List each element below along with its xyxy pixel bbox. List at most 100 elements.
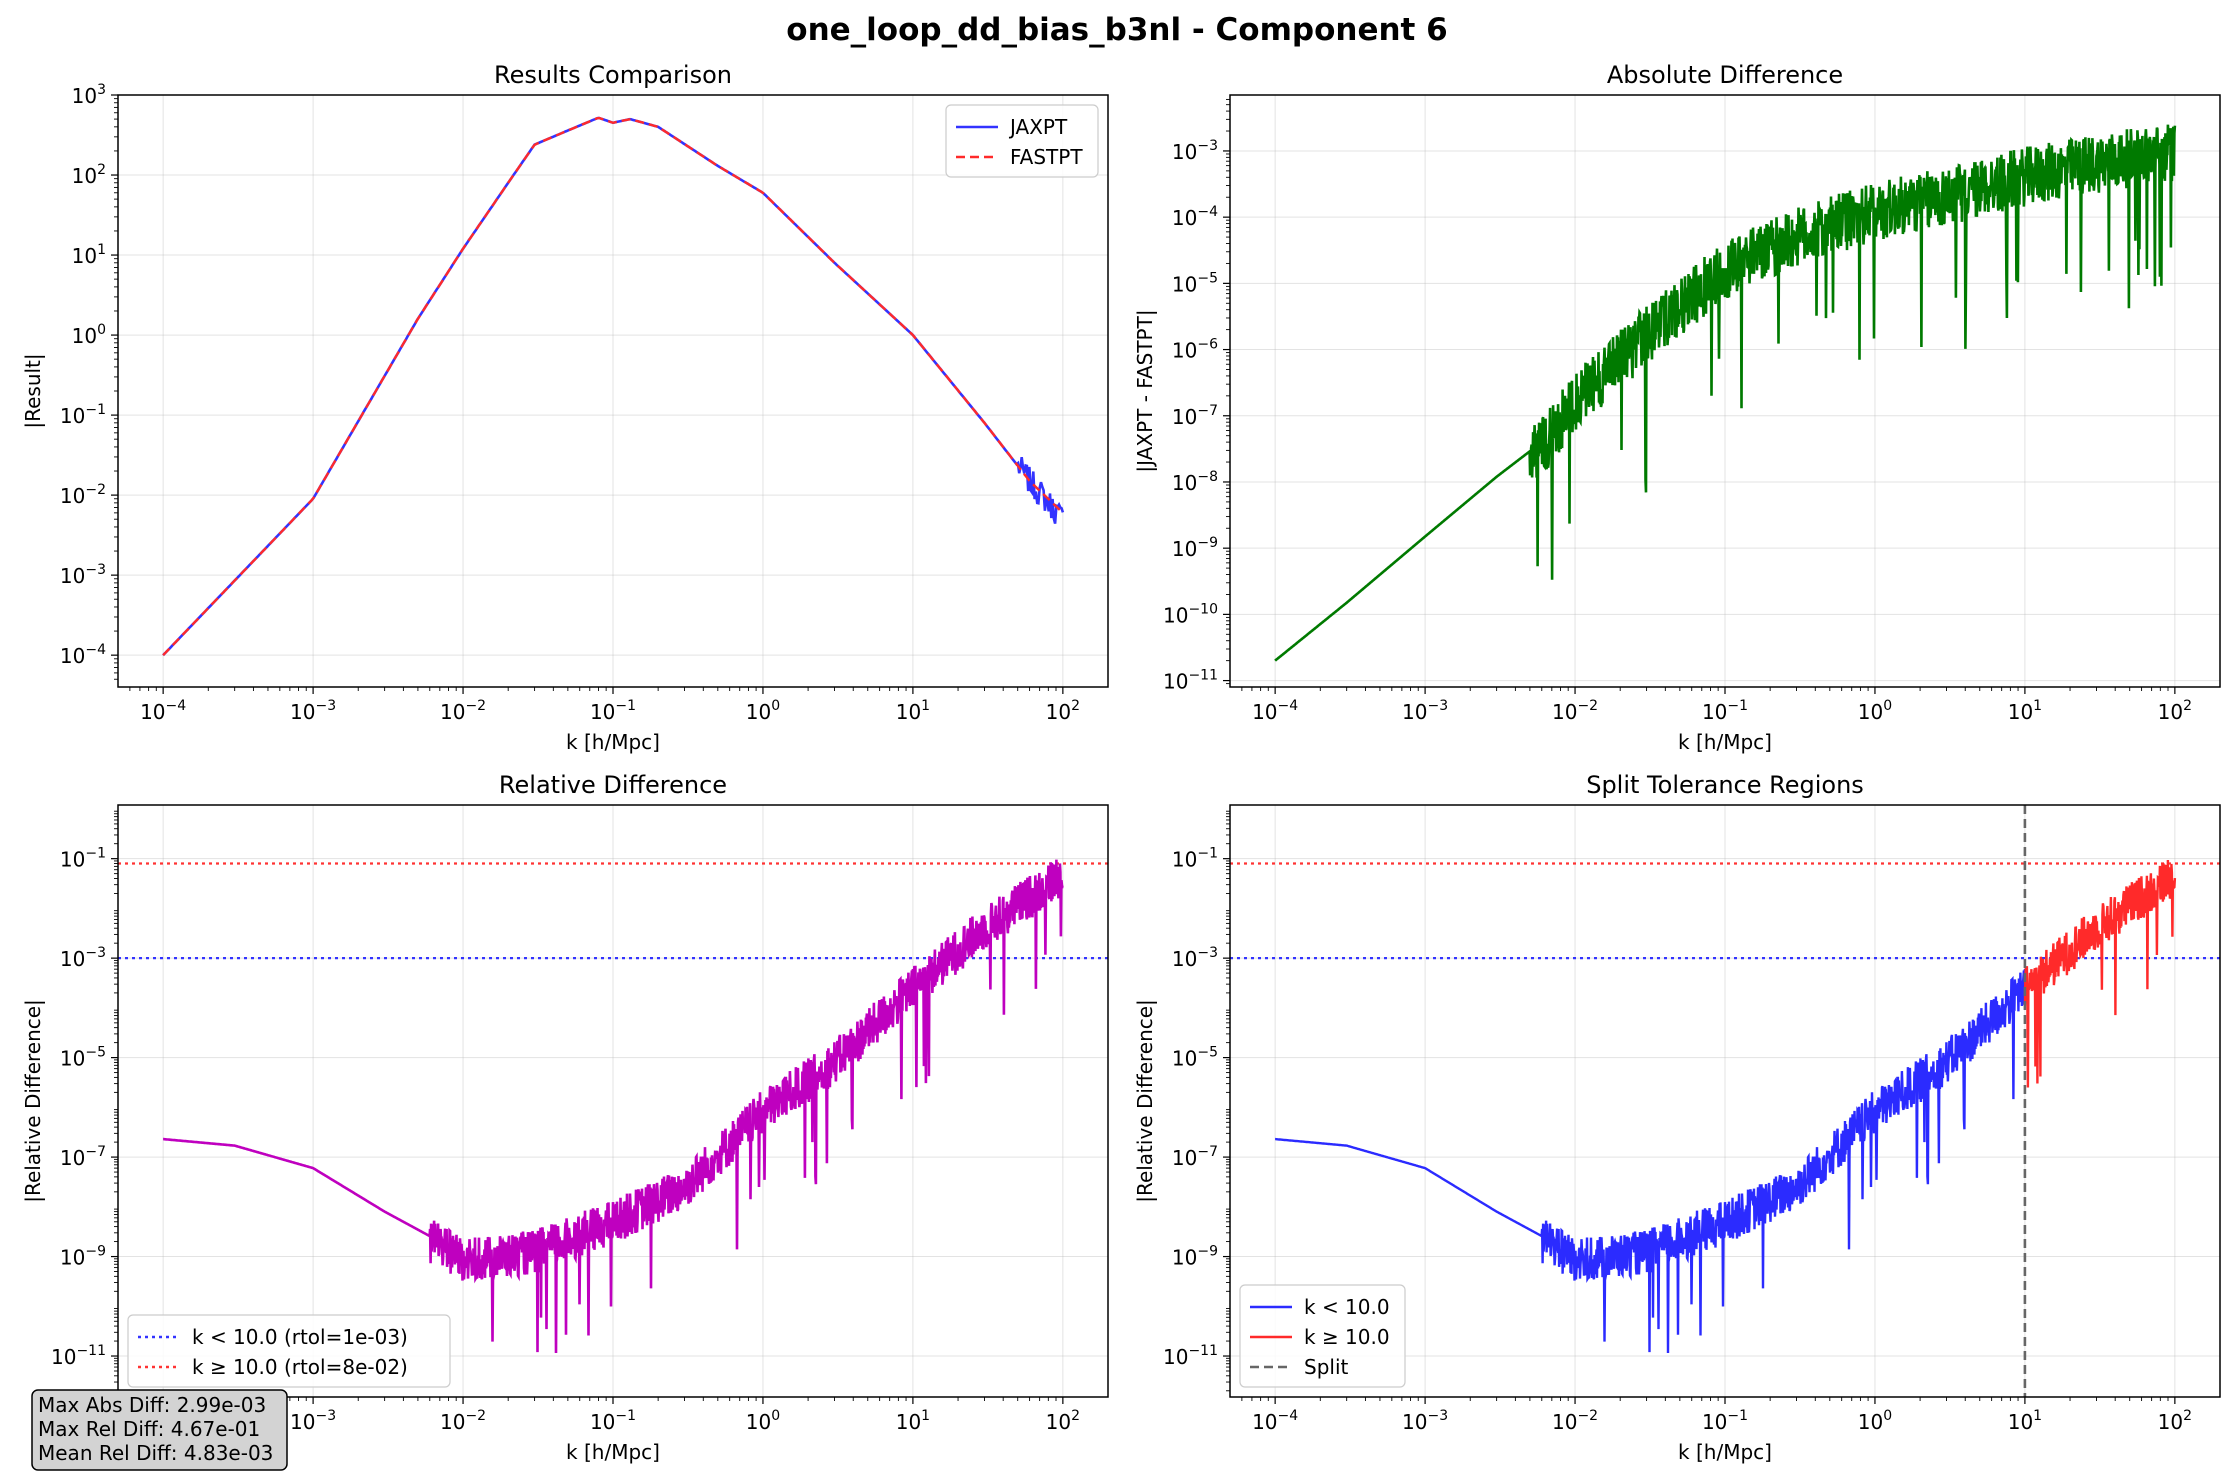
plot-area	[1274, 124, 2177, 662]
x-tick-label: 10−4	[1252, 698, 1298, 724]
x-tick-label: 102	[1046, 698, 1080, 724]
y-axis-label: |JAXPT - FASTPT|	[1133, 309, 1157, 472]
x-tick-label: 101	[2008, 698, 2042, 724]
y-tick-label: 10−3	[1172, 945, 1218, 971]
x-tick-label: 102	[1046, 1408, 1080, 1434]
panel-absolute-difference: Absolute Difference 10−4 10−3 10−2 10−1 100 10…	[1133, 61, 2221, 754]
y-axis-label: |Result|	[21, 353, 45, 428]
y-tick-label: 10−9	[1172, 1244, 1218, 1270]
series-low-region-line	[1275, 968, 2027, 1354]
y-tick-label: 10−4	[1172, 204, 1218, 230]
axes-frame	[1229, 804, 2221, 1398]
y-tick-label: 10−4	[60, 642, 106, 668]
plot-area	[118, 859, 1108, 1354]
legend-label: JAXPT	[1008, 115, 1068, 139]
grid	[118, 94, 1108, 687]
plot-area	[162, 116, 1065, 657]
series-absdiff-line	[1274, 124, 2177, 662]
x-axis-label: k [h/Mpc]	[566, 730, 660, 754]
panel-title: Relative Difference	[499, 771, 727, 799]
y-tick-label: 10−3	[60, 562, 106, 588]
panel-title: Absolute Difference	[1607, 61, 1843, 89]
y-axis-label: |Relative Difference|	[21, 999, 45, 1203]
figure-title: one_loop_dd_bias_b3nl - Component 6	[786, 12, 1447, 48]
x-axis-label: k [h/Mpc]	[566, 1440, 660, 1464]
series-fastpt-line	[162, 116, 1064, 657]
x-tick-label: 10−2	[1552, 698, 1598, 724]
y-tick-label: 10−3	[1172, 138, 1218, 164]
y-tick-label: 10−2	[60, 482, 106, 508]
axes-frame	[1229, 94, 2221, 688]
x-tick-label: 10−2	[440, 1408, 486, 1434]
y-tick-label: 10−9	[60, 1244, 106, 1270]
legend: k < 10.0 (rtol=1e-03) k ≥ 10.0 (rtol=8e-0…	[127, 1314, 451, 1388]
x-tick-label: 10−1	[590, 698, 636, 724]
legend-label: k < 10.0 (rtol=1e-03)	[192, 1325, 408, 1349]
legend: k < 10.0 k ≥ 10.0 Split	[1239, 1284, 1406, 1388]
x-tick-label: 10−1	[590, 1408, 636, 1434]
x-tick-label: 101	[896, 698, 930, 724]
x-tick-label: 10−3	[1402, 1408, 1448, 1434]
x-tick-label: 100	[1858, 1408, 1892, 1434]
x-tick-label: 102	[2158, 1408, 2192, 1434]
y-tick-label: 10−1	[60, 846, 106, 872]
x-tick-label: 10−2	[440, 698, 486, 724]
y-tick-label: 10−5	[1172, 270, 1218, 296]
axes-frame	[117, 94, 1109, 688]
legend-box	[127, 1314, 451, 1388]
x-axis-label: k [h/Mpc]	[1678, 1440, 1772, 1464]
x-tick-label: 10−3	[290, 698, 336, 724]
legend-label: Split	[1304, 1355, 1349, 1379]
x-tick-label: 10−1	[1702, 1408, 1748, 1434]
legend-box	[945, 104, 1099, 178]
legend-label: k < 10.0	[1304, 1295, 1390, 1319]
stats-box-bg	[31, 1389, 288, 1471]
y-tick-label: 10−9	[1172, 535, 1218, 561]
stats-max-abs: Max Abs Diff: 2.99e-03	[38, 1393, 266, 1417]
x-tick-label: 100	[1858, 698, 1892, 724]
panel-title: Results Comparison	[494, 61, 732, 89]
x-tick-label: 100	[746, 1408, 780, 1434]
grid	[1230, 95, 2220, 687]
y-tick-label: 103	[72, 82, 106, 108]
y-tick-label: 10−11	[1163, 1343, 1218, 1369]
y-tick-label: 10−6	[1172, 337, 1218, 363]
legend-box	[1239, 1284, 1406, 1388]
x-tick-label: 10−4	[140, 698, 186, 724]
y-tick-label: 10−7	[1172, 403, 1218, 429]
y-tick-label: 10−5	[60, 1045, 106, 1071]
series-reldiff-line	[163, 859, 1064, 1354]
x-tick-label: 102	[2158, 698, 2192, 724]
x-tick-label: 101	[2008, 1408, 2042, 1434]
stats-mean-rel: Mean Rel Diff: 4.83e-03	[38, 1441, 273, 1465]
y-tick-label: 10−8	[1172, 469, 1218, 495]
x-tick-label: 10−3	[290, 1408, 336, 1434]
x-tick-label: 10−4	[1252, 1408, 1298, 1434]
x-tick-label: 10−3	[1402, 698, 1448, 724]
y-tick-label: 10−10	[1163, 601, 1218, 627]
y-tick-label: 10−5	[1172, 1045, 1218, 1071]
panel-results-comparison: Results Comparison 10−4 10−3 10−2 10−1 100 101…	[21, 61, 1109, 754]
x-axis-label: k [h/Mpc]	[1678, 730, 1772, 754]
y-tick-label: 10−11	[1163, 668, 1218, 694]
legend: JAXPT FASTPT	[945, 104, 1099, 178]
y-tick-label: 10−3	[60, 945, 106, 971]
legend-label: k ≥ 10.0	[1304, 1325, 1390, 1349]
y-tick-label: 10−1	[1172, 846, 1218, 872]
y-tick-label: 10−1	[60, 402, 106, 428]
panel-relative-difference: Relative Difference10−410−310−210−110010…	[21, 771, 1109, 1464]
legend-label: k ≥ 10.0 (rtol=8e-02)	[192, 1355, 408, 1379]
x-tick-label: 10−1	[1702, 698, 1748, 724]
y-tick-label: 101	[72, 242, 106, 268]
x-tick-label: 100	[746, 698, 780, 724]
series-high-region-line	[2023, 859, 2177, 1088]
axes-frame	[117, 804, 1109, 1398]
y-axis-label: |Relative Difference|	[1133, 999, 1157, 1203]
x-tick-label: 10−2	[1552, 1408, 1598, 1434]
panel-title: Split Tolerance Regions	[1586, 771, 1864, 799]
y-tick-label: 100	[72, 322, 106, 348]
legend-label: FASTPT	[1010, 145, 1083, 169]
y-tick-label: 10−11	[51, 1343, 106, 1369]
